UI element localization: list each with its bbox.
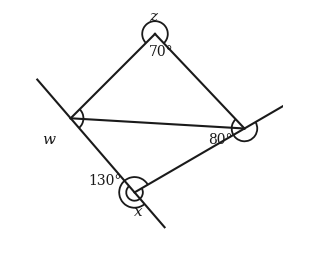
Text: 70°: 70° <box>149 45 174 59</box>
Text: x: x <box>134 205 143 218</box>
Text: w: w <box>42 133 55 147</box>
Text: 130°: 130° <box>88 174 122 188</box>
Text: 80°: 80° <box>208 133 232 147</box>
Text: z: z <box>149 10 157 24</box>
